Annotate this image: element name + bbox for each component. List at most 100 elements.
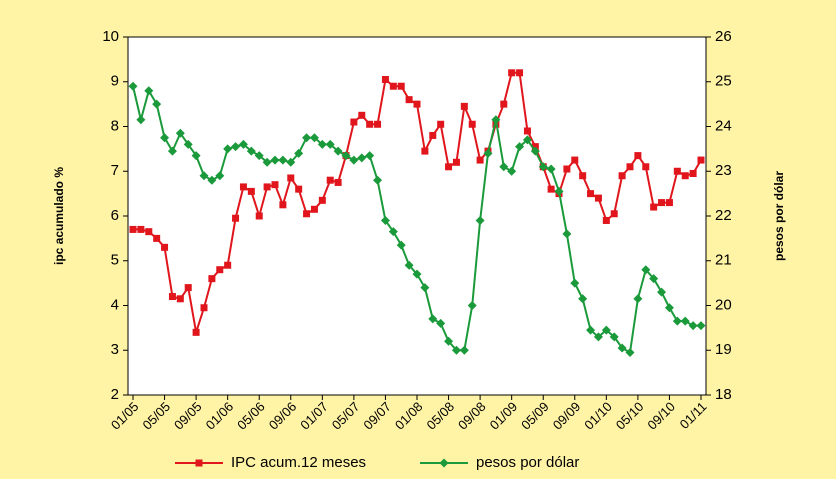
marker [508,69,516,77]
marker [168,293,176,301]
marker [593,332,603,342]
marker [602,216,610,224]
marker [571,156,579,164]
marker [167,146,177,156]
marker [664,303,674,313]
marker [594,194,602,202]
marker [547,185,555,193]
marker [625,347,635,357]
marker [254,151,264,161]
marker [161,243,169,251]
marker [578,294,588,304]
marker [459,345,469,355]
marker [208,275,216,283]
marker [152,99,162,109]
marker [223,144,233,154]
marker [397,82,405,90]
marker [129,225,137,233]
y-tick-label: 5 [111,252,119,269]
marker [396,240,406,250]
y-tick-label: 10 [102,28,119,45]
marker [500,100,508,108]
marker [421,147,429,155]
marker [570,278,580,288]
marker [610,210,618,218]
marker [192,328,200,336]
marker [128,81,138,91]
marker [334,178,342,186]
marker [160,133,170,143]
y-tick-label: 8 [111,117,119,134]
y2-tick-label: 26 [715,28,732,45]
marker [523,127,531,135]
marker [665,199,673,207]
marker [546,164,556,174]
marker [650,203,658,211]
y-tick-label: 7 [111,162,119,179]
marker [404,260,414,270]
marker [579,172,587,180]
marker [634,152,642,160]
marker [303,210,311,218]
marker [641,265,651,275]
marker [388,227,398,237]
marker [681,172,689,180]
marker [357,153,367,163]
y2-axis-label: pesos por dólar [772,171,786,261]
marker [563,165,571,173]
marker [365,151,375,161]
y-tick-label: 6 [111,207,119,224]
marker [516,69,524,77]
marker [137,225,145,233]
y-tick-label: 4 [111,296,119,313]
marker [136,115,146,125]
marker [262,157,272,167]
marker [697,156,705,164]
marker [428,314,438,324]
marker [688,321,698,331]
marker [238,139,248,149]
marker [341,151,351,161]
marker [175,128,185,138]
marker [445,163,453,171]
marker [609,332,619,342]
marker [642,163,650,171]
marker [246,146,256,156]
marker [199,171,209,181]
marker [255,212,263,220]
marker [499,162,509,172]
marker [310,205,318,213]
marker [451,345,461,355]
marker [617,343,627,353]
marker [515,142,525,152]
marker [460,102,468,110]
y-tick-label: 9 [111,73,119,90]
marker [601,325,611,335]
marker [439,458,449,468]
marker [657,287,667,297]
marker [191,151,201,161]
marker [689,169,697,177]
marker [633,294,643,304]
y-tick-label: 3 [111,341,119,358]
marker [294,148,304,158]
marker [420,283,430,293]
y-tick-label: 2 [111,386,119,403]
marker [263,183,271,191]
marker [271,181,279,189]
marker [562,229,572,239]
marker [317,139,327,149]
marker [380,215,390,225]
marker [184,284,192,292]
marker [286,157,296,167]
marker [586,325,596,335]
marker [374,120,382,128]
marker [239,183,247,191]
marker [538,162,548,172]
marker [554,186,564,196]
y2-tick-label: 24 [715,117,732,134]
marker [350,118,358,126]
marker [412,269,422,279]
marker [215,171,225,181]
